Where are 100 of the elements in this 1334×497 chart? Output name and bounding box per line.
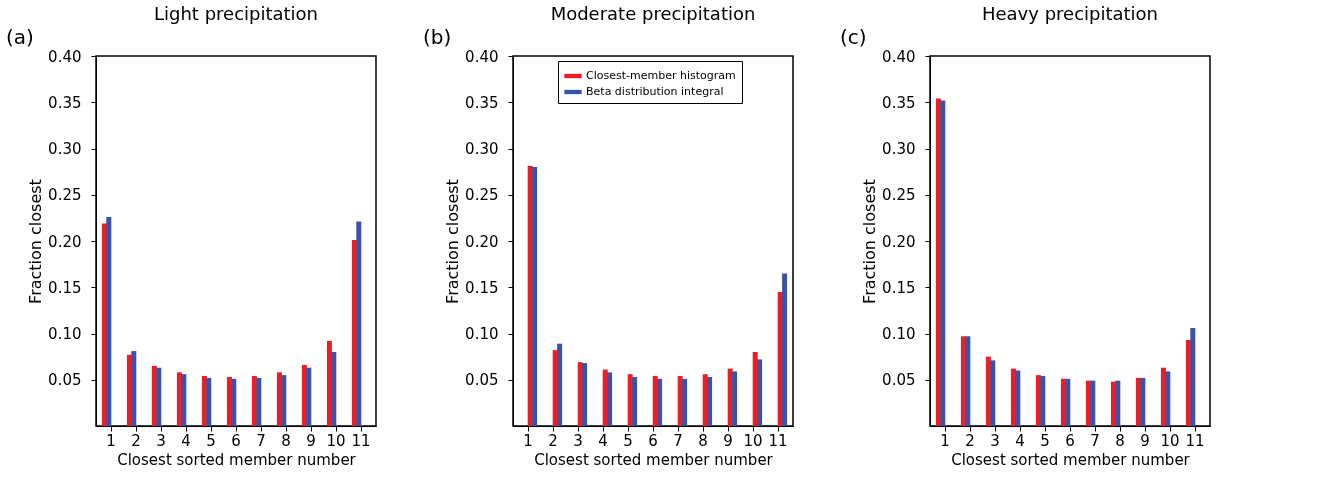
text: (a)	[6, 25, 34, 49]
bar	[281, 375, 287, 426]
bar	[1065, 378, 1071, 426]
x-tick-label: 8	[281, 431, 291, 450]
y-tick-label: 0.25	[882, 186, 916, 205]
x-tick-label: 5	[206, 431, 216, 450]
x-tick-label: 6	[231, 431, 241, 450]
bar	[131, 351, 137, 426]
x-tick-label: 4	[1015, 431, 1025, 450]
bar	[1140, 377, 1146, 426]
x-tick-label: 1	[523, 431, 533, 450]
bar	[1015, 370, 1021, 426]
text: (c)	[840, 25, 867, 49]
x-tick-label: 3	[990, 431, 1000, 450]
bar	[707, 376, 713, 426]
bar	[1190, 327, 1196, 426]
bar	[782, 273, 788, 426]
x-tick-label: 11	[1185, 431, 1205, 450]
x-axis-title: Closest sorted member number	[951, 450, 1191, 469]
x-tick-label: 3	[573, 431, 583, 450]
x-tick-label: 6	[1065, 431, 1075, 450]
bar	[965, 336, 971, 426]
bar	[1090, 380, 1096, 426]
x-tick-label: 8	[1115, 431, 1125, 450]
y-tick-label: 0.20	[48, 232, 82, 251]
x-tick-label: 5	[623, 431, 633, 450]
bar	[231, 378, 237, 426]
text: (b)	[423, 25, 452, 49]
y-tick-label: 0.20	[465, 232, 499, 251]
x-tick-label: 7	[1090, 431, 1100, 450]
x-tick-label: 10	[743, 431, 763, 450]
y-tick-label: 0.40	[465, 47, 499, 66]
y-tick-label: 0.20	[882, 232, 916, 251]
x-tick-label: 3	[156, 431, 166, 450]
y-tick-label: 0.30	[882, 140, 916, 158]
x-tick-label: 2	[548, 431, 558, 450]
y-tick-label: 0.35	[465, 93, 499, 112]
y-axis-title: Fraction closest	[860, 179, 880, 304]
y-tick-label: 0.10	[882, 325, 916, 343]
x-tick-label: 5	[1040, 431, 1050, 450]
bar	[1165, 371, 1171, 426]
chart-title: Moderate precipitation	[550, 3, 756, 24]
y-tick-label: 0.25	[48, 186, 82, 205]
y-tick-label: 0.15	[882, 278, 916, 297]
legend-label: Closest-member histogram	[586, 69, 736, 82]
bar	[256, 377, 262, 426]
x-tick-label: 2	[131, 431, 141, 450]
bar	[106, 216, 112, 426]
bar	[607, 372, 613, 426]
bar	[331, 352, 337, 426]
x-tick-label: 9	[1140, 431, 1150, 450]
bar	[732, 371, 738, 426]
x-tick-label: 1	[940, 431, 950, 450]
x-tick-label: 2	[965, 431, 975, 450]
y-tick-label: 0.10	[465, 325, 499, 343]
x-tick-label: 10	[1160, 431, 1180, 450]
x-tick-label: 1	[106, 431, 116, 450]
bar	[990, 360, 996, 426]
y-tick-label: 0.40	[48, 47, 82, 66]
y-tick-label: 0.30	[48, 140, 82, 158]
x-tick-label: 7	[256, 431, 266, 450]
bar	[682, 378, 688, 426]
x-tick-label: 4	[598, 431, 608, 450]
x-tick-label: 9	[306, 431, 316, 450]
x-tick-label: 4	[181, 431, 191, 450]
bar	[757, 359, 763, 426]
bar	[156, 367, 162, 426]
x-axis-title: Closest sorted member number	[117, 450, 357, 469]
x-tick-label: 11	[351, 431, 371, 450]
bar	[940, 100, 946, 426]
x-tick-label: 10	[326, 431, 346, 450]
x-tick-label: 9	[723, 431, 733, 450]
bar	[632, 376, 638, 426]
bar	[1040, 376, 1046, 426]
y-tick-label: 0.25	[465, 186, 499, 205]
bar	[356, 221, 362, 426]
bar	[532, 167, 538, 426]
y-axis-title: Fraction closest	[443, 179, 463, 304]
bar	[582, 363, 588, 426]
x-tick-label: 8	[698, 431, 708, 450]
y-tick-label: 0.05	[48, 371, 82, 390]
y-tick-label: 0.30	[465, 140, 499, 158]
y-tick-label: 0.35	[48, 93, 82, 112]
bar	[657, 378, 663, 426]
legend-label: Beta distribution integral	[586, 85, 724, 98]
chart-title: Light precipitation	[153, 3, 319, 24]
bar	[557, 343, 563, 426]
x-tick-label: 7	[673, 431, 683, 450]
bar	[206, 377, 212, 426]
chart-title: Heavy precipitation	[981, 3, 1159, 24]
y-tick-label: 0.15	[48, 278, 82, 297]
y-tick-label: 0.15	[465, 278, 499, 297]
y-tick-label: 0.40	[882, 47, 916, 66]
bar	[181, 374, 187, 426]
y-tick-label: 0.10	[48, 325, 82, 343]
y-tick-label: 0.05	[465, 371, 499, 390]
y-axis-title: Fraction closest	[26, 179, 46, 304]
bar	[306, 367, 312, 426]
x-tick-label: 11	[768, 431, 788, 450]
y-tick-label: 0.05	[882, 371, 916, 390]
